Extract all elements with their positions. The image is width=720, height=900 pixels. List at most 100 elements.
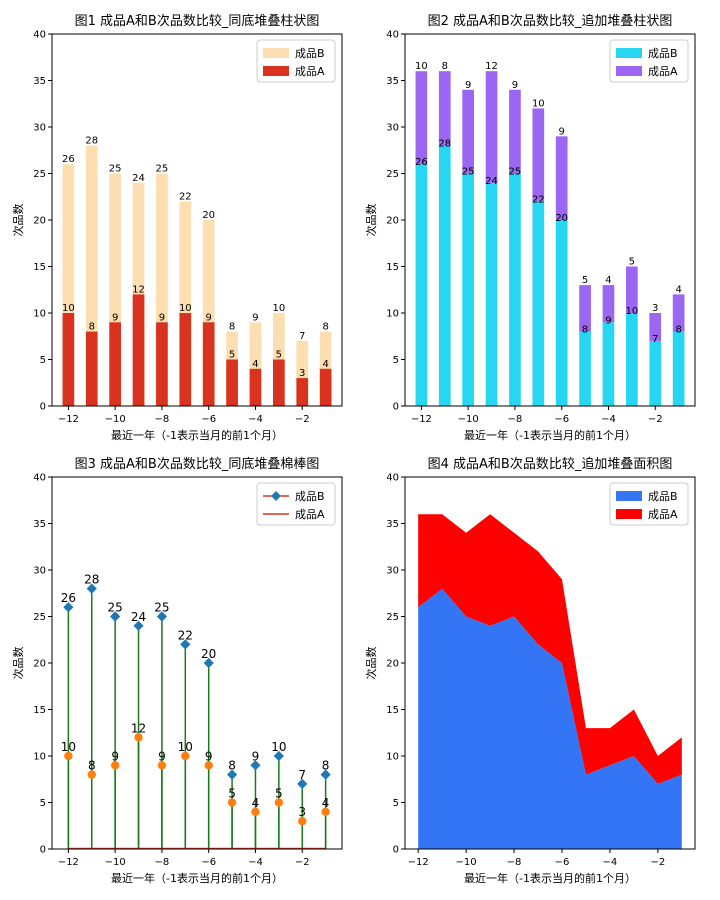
data-label-a: 10 xyxy=(415,61,428,72)
plot-area xyxy=(418,514,682,849)
y-axis: 0 5 10 15 20 25 30 35 40 xyxy=(33,30,52,413)
y-tick-label: 5 xyxy=(40,355,46,366)
y-tick-label: 40 xyxy=(33,30,46,41)
legend-label: 成品A xyxy=(295,65,325,78)
y-tick-label: 30 xyxy=(386,566,399,577)
data-label-b: 22 xyxy=(178,628,193,642)
bar-a xyxy=(438,71,451,146)
bar-a xyxy=(62,313,75,406)
data-label-b: 24 xyxy=(131,610,146,624)
marker-a xyxy=(321,807,330,816)
data-label-b: 24 xyxy=(485,176,498,187)
data-label-b: 8 xyxy=(229,322,235,333)
bar-b xyxy=(672,331,685,406)
marker-a xyxy=(298,816,307,826)
data-label-a: 4 xyxy=(605,275,611,286)
y-tick-label: 40 xyxy=(33,473,46,484)
data-label-a: 9 xyxy=(159,312,165,323)
data-label-a: 3 xyxy=(298,805,306,819)
data-label-b: 25 xyxy=(109,164,122,175)
data-label-b: 20 xyxy=(555,213,568,224)
marker-b xyxy=(297,778,308,789)
bar-a xyxy=(226,359,238,406)
data-label-a: 12 xyxy=(485,61,498,72)
data-label-b: 9 xyxy=(252,312,258,323)
data-label-b: 25 xyxy=(509,167,522,178)
bar-b xyxy=(532,201,545,406)
data-label-b: 25 xyxy=(108,601,123,615)
data-label-b: 8 xyxy=(675,325,681,336)
data-label-a: 5 xyxy=(629,257,635,268)
y-tick-label: 30 xyxy=(33,566,46,577)
bar-a xyxy=(249,368,262,406)
legend: 成品B 成品A xyxy=(609,39,689,83)
x-tick-label: −8 xyxy=(507,857,522,868)
data-label-b: 28 xyxy=(84,573,99,587)
data-label-a: 8 xyxy=(88,759,96,773)
data-label-b: 7 xyxy=(299,331,305,342)
bar-a xyxy=(509,89,521,174)
bar-a xyxy=(109,322,121,406)
y-tick-label: 5 xyxy=(393,355,399,366)
data-label-b: 25 xyxy=(154,601,169,615)
y-tick-label: 25 xyxy=(386,612,399,623)
marker-b xyxy=(180,639,191,650)
legend-label: 成品B xyxy=(295,490,325,503)
data-label-b: 28 xyxy=(438,139,451,150)
data-label-a: 12 xyxy=(132,284,145,295)
x-axis-label: 最近一年（-1表示当月的前1个月） xyxy=(111,428,283,442)
data-label-b: 20 xyxy=(201,647,216,661)
data-label-a: 8 xyxy=(442,61,448,72)
y-tick-label: 35 xyxy=(386,519,399,530)
x-tick-label: −8 xyxy=(508,414,523,425)
x-tick-label: −4 xyxy=(248,857,263,868)
legend-swatch xyxy=(616,491,642,501)
x-axis: −12 −10 −8 −6 −4 −2 xyxy=(411,406,663,425)
bar-a xyxy=(649,313,662,341)
bar-b xyxy=(109,173,121,406)
y-axis-label: 次品数 xyxy=(364,647,378,680)
data-label-a: 10 xyxy=(61,740,76,754)
marker-a xyxy=(251,807,260,816)
chart-panel-4: 图4 成品A和B次品数比较_追加堆叠面积图 0 5 10 15 20 25 30 35 40 −12… xyxy=(364,456,696,885)
bar-a xyxy=(319,368,332,406)
legend-swatch xyxy=(263,48,289,58)
y-tick-label: 20 xyxy=(33,216,46,227)
legend-swatch xyxy=(263,66,289,76)
data-label-b: 25 xyxy=(462,167,475,178)
y-tick-label: 25 xyxy=(386,169,399,180)
x-tick-label: −2 xyxy=(295,414,310,425)
data-label-b: 8 xyxy=(228,759,236,773)
bar-b xyxy=(462,173,474,406)
bar-a xyxy=(579,285,591,332)
data-label-a: 10 xyxy=(532,98,545,109)
data-label-a: 3 xyxy=(652,303,658,314)
marker-a xyxy=(181,751,190,761)
chart-title: 图4 成品A和B次品数比较_追加堆叠面积图 xyxy=(428,456,673,472)
data-label-b: 8 xyxy=(322,322,328,333)
data-label-a: 9 xyxy=(465,80,471,91)
y-axis: 0 5 10 15 20 25 30 35 40 xyxy=(33,473,52,856)
data-label-a: 9 xyxy=(111,749,119,763)
bar-b xyxy=(415,164,428,406)
marker-b xyxy=(63,602,74,613)
bar-b xyxy=(626,313,638,406)
y-tick-label: 30 xyxy=(33,123,46,134)
bar-a xyxy=(602,285,615,323)
x-tick-label: −12 xyxy=(58,414,79,425)
data-label-a: 4 xyxy=(322,796,330,810)
y-tick-label: 30 xyxy=(386,123,399,134)
x-tick-label: −10 xyxy=(458,414,479,425)
x-tick-label: −2 xyxy=(648,414,663,425)
data-label-a: 9 xyxy=(559,126,565,137)
x-tick-label: −8 xyxy=(155,857,170,868)
marker-b xyxy=(226,769,238,780)
y-tick-label: 5 xyxy=(393,798,399,809)
y-tick-label: 10 xyxy=(386,752,399,763)
x-axis-label: 最近一年（-1表示当月的前1个月） xyxy=(464,428,636,442)
x-tick-label: −6 xyxy=(201,857,216,868)
data-label-b: 28 xyxy=(85,136,98,147)
legend-label: 成品A xyxy=(295,508,325,521)
data-label-b: 10 xyxy=(271,740,286,754)
